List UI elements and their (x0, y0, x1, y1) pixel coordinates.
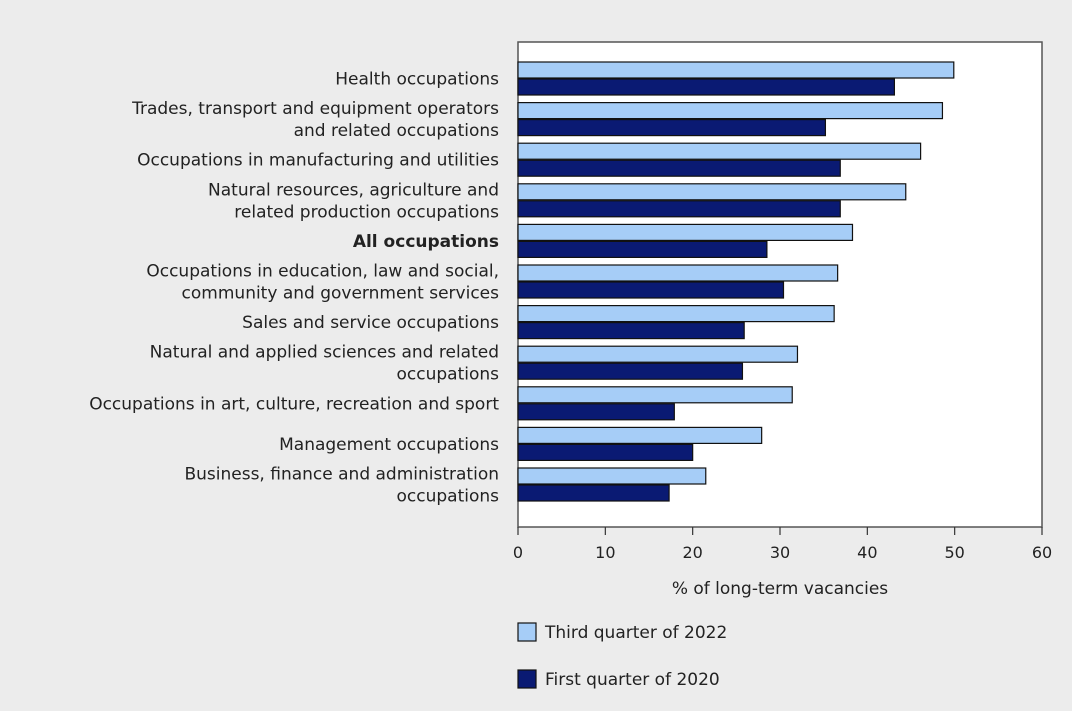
x-tick-label: 60 (1032, 543, 1052, 562)
bar-q1-2020-5 (517, 281, 785, 299)
bar-q1-2020-3 (517, 200, 841, 218)
category-label: and related occupations (294, 121, 500, 141)
legend-label: First quarter of 2020 (545, 670, 720, 690)
bar-q3-2022-9 (517, 426, 763, 444)
bar-q3-2022-8 (517, 386, 793, 404)
legend-swatch (517, 669, 537, 689)
category-label: occupations (397, 365, 500, 385)
bar-q1-2020-1 (517, 118, 827, 137)
x-tick-label: 50 (944, 543, 964, 562)
bar-q3-2022-3 (517, 183, 907, 201)
x-tick-label: 0 (513, 543, 523, 562)
category-label: Business, finance and administration (184, 465, 499, 485)
category-label: Natural and applied sciences and related (150, 343, 499, 363)
category-label: Natural resources, agriculture and (208, 180, 499, 200)
category-label: Occupations in art, culture, recreation … (89, 394, 499, 414)
legend-label: Third quarter of 2022 (544, 623, 727, 643)
bar-q3-2022-2 (517, 142, 922, 160)
bar-q3-2022-7 (517, 345, 799, 363)
x-tick-label: 10 (595, 543, 615, 562)
bar-q1-2020-4 (517, 240, 768, 258)
category-label: related production occupations (234, 202, 499, 222)
bar-q1-2020-6 (517, 322, 745, 340)
category-label: Trades, transport and equipment operator… (131, 99, 499, 119)
bar-q3-2022-1 (517, 101, 944, 120)
x-tick-label: 40 (857, 543, 877, 562)
bar-q1-2020-7 (517, 362, 744, 380)
bar-q1-2020-2 (517, 159, 841, 177)
bar-q3-2022-4 (517, 223, 854, 241)
bar-q1-2020-10 (517, 484, 670, 502)
x-axis-title: % of long-term vacancies (672, 579, 888, 599)
x-tick-label: 30 (770, 543, 790, 562)
category-label: Occupations in education, law and social… (146, 262, 499, 282)
x-tick-label: 20 (682, 543, 702, 562)
bar-q3-2022-6 (517, 305, 835, 323)
category-label: Health occupations (335, 70, 499, 90)
category-label: Management occupations (279, 435, 499, 455)
category-label: Sales and service occupations (242, 313, 499, 333)
category-label: Occupations in manufacturing and utiliti… (137, 151, 499, 171)
legend-swatch (517, 622, 537, 642)
category-label: All occupations (353, 232, 499, 252)
bar-q1-2020-9 (517, 443, 694, 461)
bar-q3-2022-5 (517, 264, 839, 282)
bar-q3-2022-10 (517, 467, 707, 485)
bar-q1-2020-8 (517, 403, 675, 421)
bar-q1-2020-0 (517, 78, 896, 96)
bar-q3-2022-0 (517, 61, 955, 79)
legend: Third quarter of 2022 First quarter of 20… (517, 622, 727, 690)
category-label: community and government services (182, 284, 500, 304)
category-label: occupations (397, 487, 500, 507)
